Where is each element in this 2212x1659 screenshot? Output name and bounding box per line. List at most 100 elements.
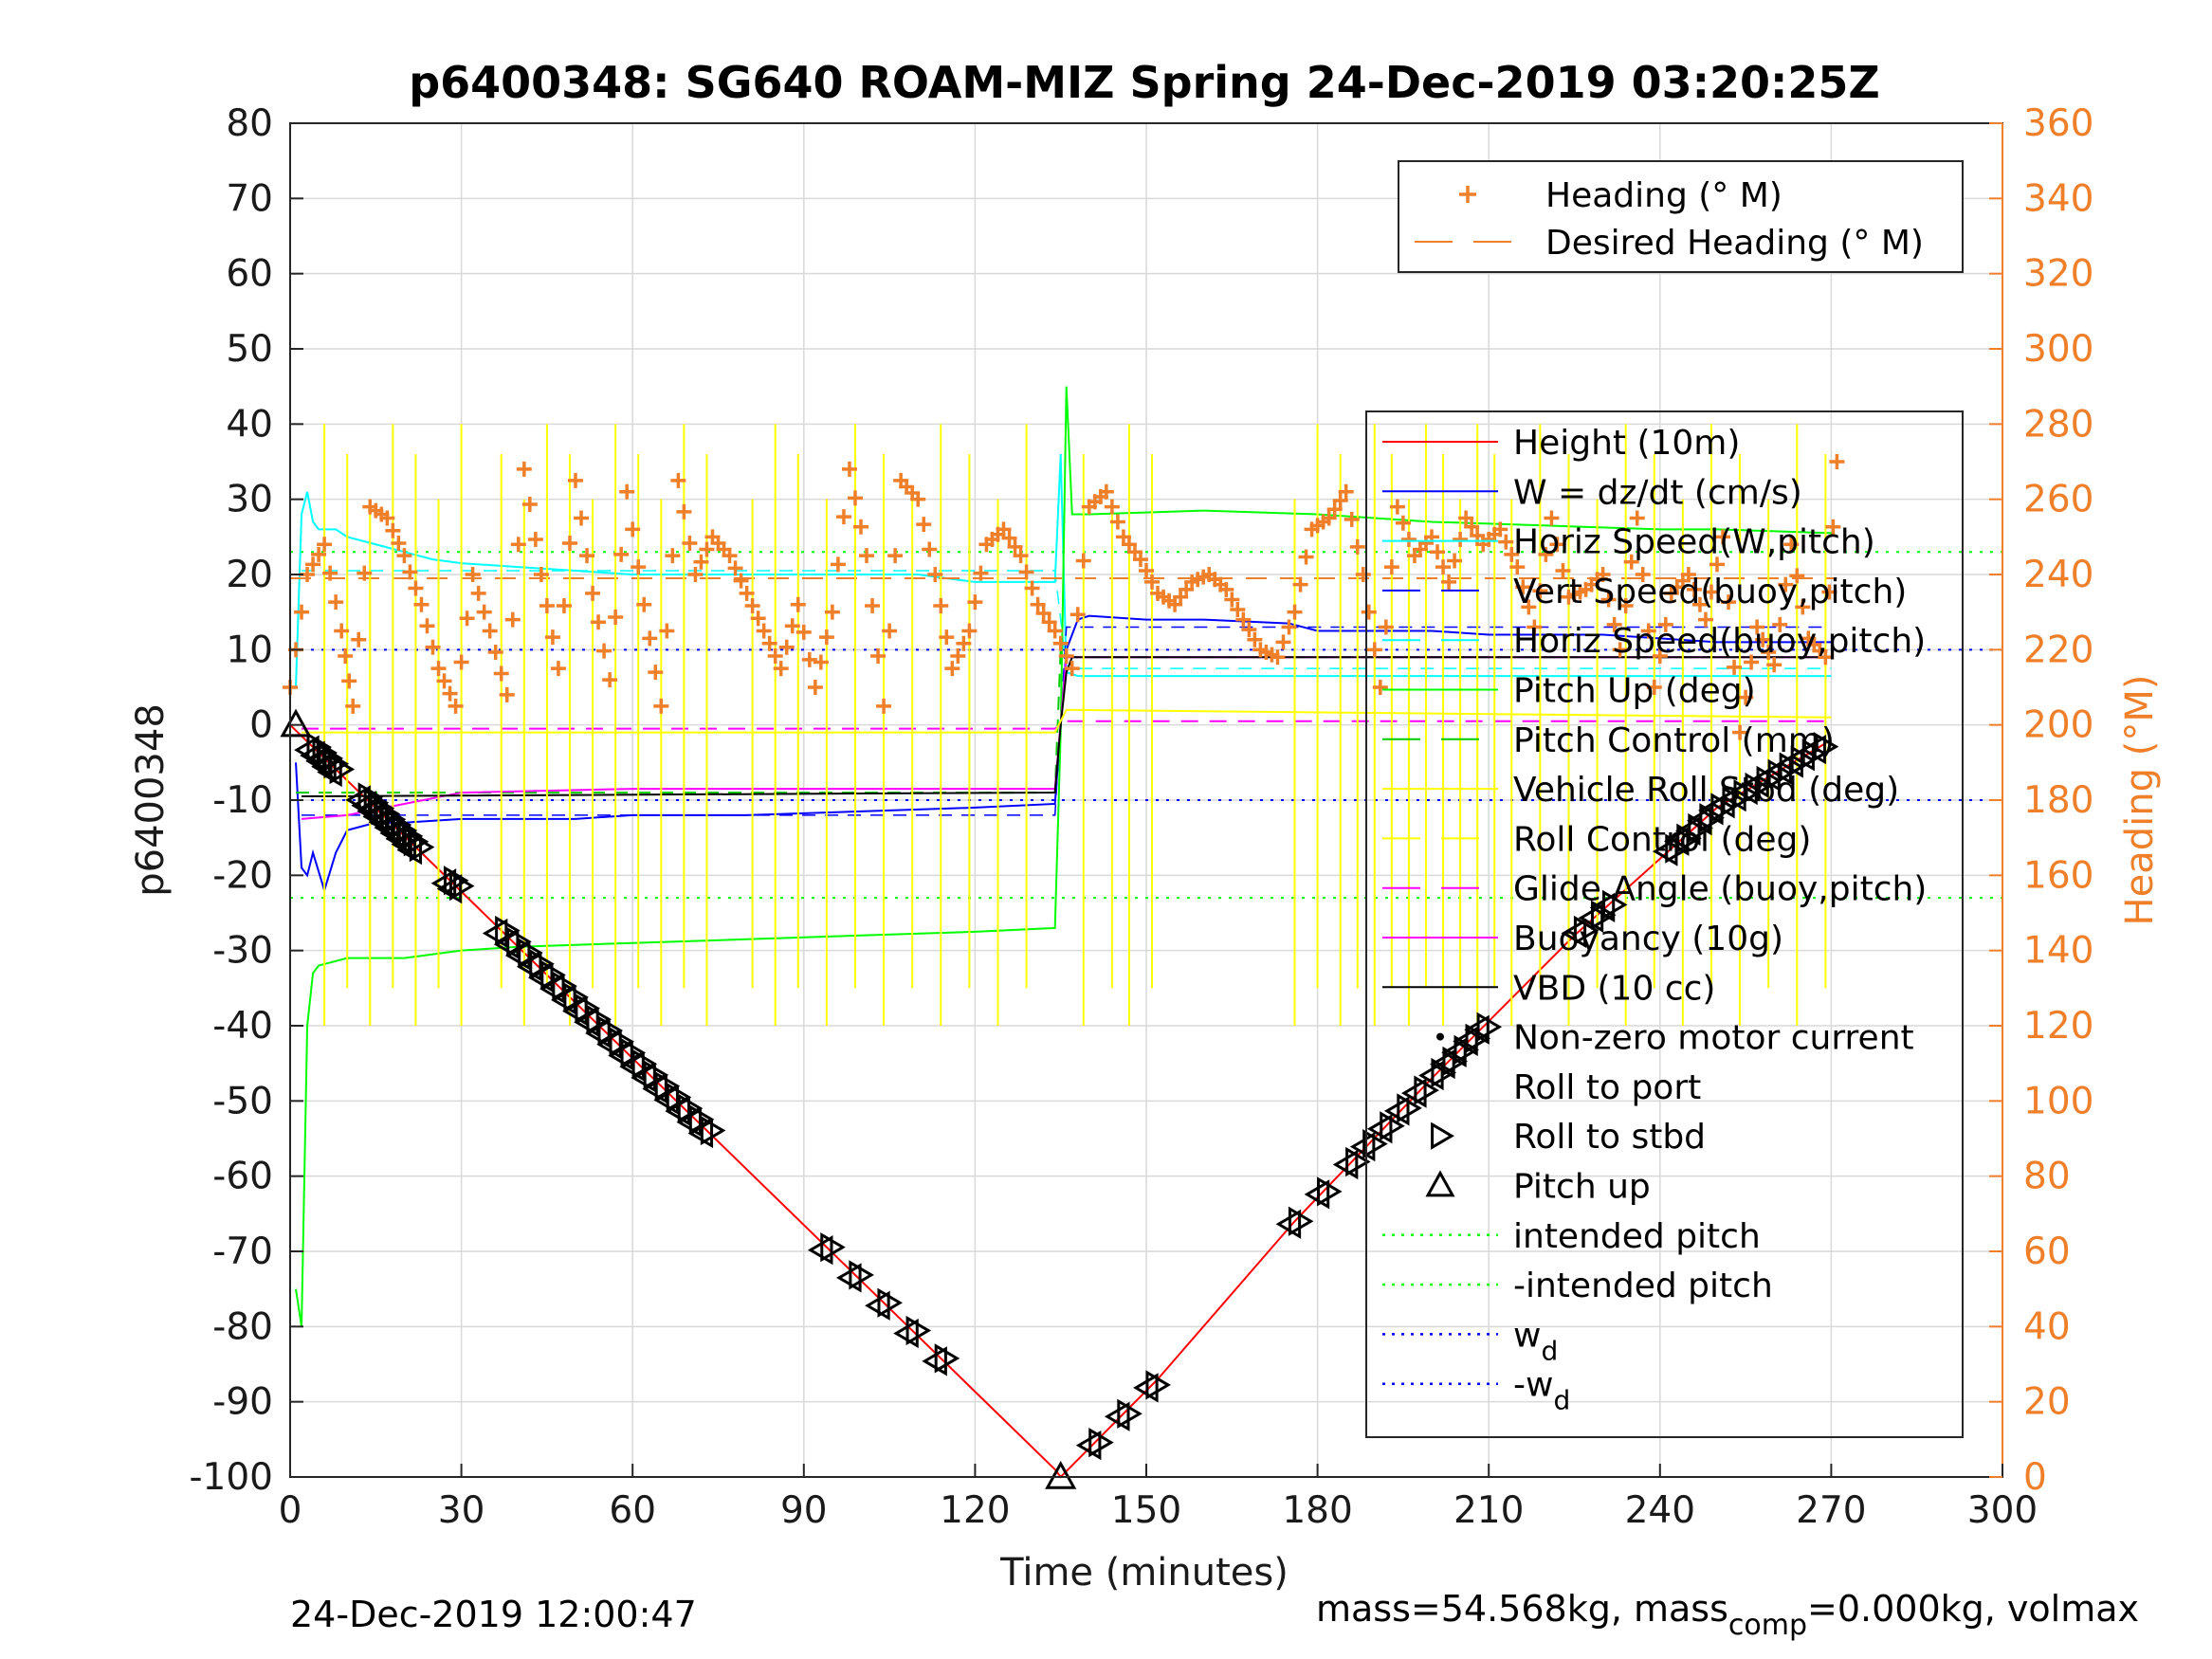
- heading-marker: [813, 654, 829, 670]
- heading-marker: [773, 661, 789, 677]
- legend-main-box: [1365, 410, 1964, 1438]
- roll-port-marker: [585, 1018, 611, 1048]
- heading-marker: [402, 564, 418, 580]
- footer-date: 24-Dec-2019 12:00:47: [290, 1594, 697, 1635]
- heading-marker: [670, 472, 686, 488]
- y-tick-label: -80: [212, 1305, 273, 1348]
- heading-marker: [1430, 544, 1446, 560]
- heading-marker: [1218, 581, 1234, 597]
- heading-marker: [568, 472, 583, 488]
- roll-port-marker: [1366, 1114, 1393, 1144]
- heading-marker: [453, 654, 469, 670]
- heading-marker: [876, 698, 892, 714]
- legend-swatch: [1425, 1170, 1455, 1197]
- heading-marker: [801, 651, 817, 667]
- heading-marker: [870, 647, 887, 664]
- roll-port-marker: [1383, 1096, 1410, 1126]
- heading-marker: [950, 647, 966, 664]
- heading-marker: [1680, 567, 1696, 582]
- heading-marker: [939, 629, 955, 646]
- heading-marker: [1629, 510, 1645, 526]
- heading-marker: [1287, 604, 1303, 620]
- heading-marker: [1035, 605, 1051, 621]
- roll-port-marker: [893, 1318, 919, 1349]
- heading-marker: [916, 517, 932, 533]
- y-tick-label: -50: [212, 1080, 273, 1122]
- heading-marker: [608, 609, 624, 625]
- heading-marker: [1230, 602, 1246, 618]
- heading-marker: [1795, 599, 1811, 615]
- heading-marker: [1018, 564, 1034, 580]
- heading-marker: [1075, 553, 1091, 569]
- heading-marker: [1544, 510, 1560, 526]
- roll-port-marker: [436, 874, 463, 904]
- heading-marker: [756, 623, 772, 639]
- heading-marker: [1697, 611, 1713, 628]
- heading-marker: [1555, 563, 1571, 579]
- roll-port-marker: [300, 740, 325, 771]
- heading-marker: [1515, 579, 1531, 595]
- heading-marker: [591, 614, 607, 630]
- heading-marker: [442, 685, 458, 702]
- heading-marker: [761, 635, 777, 651]
- heading-marker: [1635, 567, 1651, 582]
- x-tick-label: 90: [780, 1489, 828, 1532]
- legend-swatch: [1459, 186, 1476, 203]
- roll-port-marker: [351, 791, 376, 821]
- y-right-tick-label: 180: [2023, 779, 2093, 822]
- heading-marker: [790, 596, 806, 612]
- legend-label: Heading (° M): [1545, 176, 1782, 215]
- x-tick-label: 150: [1111, 1489, 1181, 1532]
- roll-port-marker: [1441, 1037, 1467, 1068]
- roll-port-marker: [539, 974, 565, 1004]
- roll-port-marker: [356, 795, 382, 827]
- heading-marker: [1235, 611, 1252, 628]
- heading-marker: [1104, 499, 1120, 515]
- roll-port-marker: [527, 962, 554, 994]
- heading-marker: [550, 661, 566, 677]
- roll-port-marker: [619, 1051, 645, 1082]
- roll-port-marker: [642, 1074, 667, 1104]
- heading-marker: [835, 509, 851, 525]
- roll-port-marker: [836, 1263, 862, 1293]
- heading-marker: [1521, 599, 1537, 615]
- heading-marker: [1732, 724, 1748, 740]
- x-axis-label: Time (minutes): [999, 1551, 1289, 1595]
- heading-marker: [1247, 631, 1263, 647]
- reference-lines: [290, 551, 2002, 900]
- legend-heading-box: [1398, 160, 1964, 273]
- legend-swatch: [1436, 1032, 1444, 1041]
- heading-marker: [1727, 659, 1743, 675]
- roll-port-marker: [1801, 735, 1826, 765]
- roll-port-marker: [482, 918, 508, 949]
- legend-label: Non-zero motor current: [1513, 1019, 1914, 1058]
- heading-marker: [419, 618, 435, 634]
- roll-port-marker: [1418, 1060, 1444, 1091]
- heading-marker: [676, 503, 692, 520]
- heading-marker: [1372, 680, 1388, 695]
- heading-marker: [1783, 537, 1800, 553]
- heading-marker: [739, 585, 755, 601]
- roll-port-marker: [1453, 1026, 1478, 1056]
- pitch-up-marker: [1045, 1460, 1077, 1489]
- heading-marker: [1378, 619, 1394, 635]
- heading-marker: [784, 618, 800, 634]
- heading-marker: [1703, 584, 1719, 600]
- x-tick-label: 240: [1625, 1489, 1695, 1532]
- legend-label: Desired Heading (° M): [1545, 224, 1924, 263]
- y-right-tick-label: 200: [2023, 704, 2093, 747]
- roll-port-marker: [1104, 1401, 1130, 1431]
- heading-marker: [521, 496, 538, 512]
- heading-marker: [1492, 521, 1508, 538]
- roll-port-marker: [391, 830, 417, 860]
- heading-marker: [1069, 607, 1086, 623]
- y-right-tick-label: 40: [2023, 1305, 2071, 1348]
- heading-marker: [933, 598, 949, 614]
- legend-label: Vehicle Roll Stbd (deg): [1513, 771, 1899, 810]
- heading-marker: [859, 548, 875, 564]
- heading-marker: [750, 611, 766, 627]
- roll-port-marker: [430, 868, 457, 899]
- heading-marker: [1064, 661, 1080, 677]
- y-tick-label: 80: [226, 102, 273, 145]
- heading-marker: [470, 585, 486, 601]
